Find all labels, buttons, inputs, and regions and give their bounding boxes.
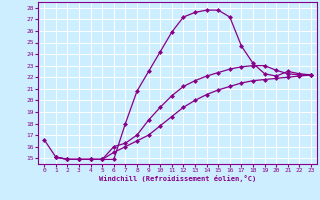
X-axis label: Windchill (Refroidissement éolien,°C): Windchill (Refroidissement éolien,°C) — [99, 175, 256, 182]
